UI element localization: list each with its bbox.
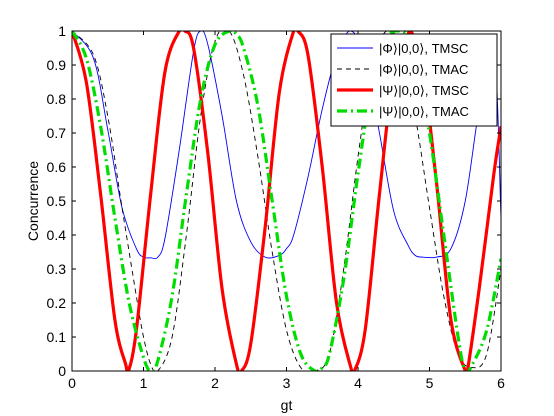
x-tick-label: 2 bbox=[211, 375, 219, 391]
series-line-4 bbox=[72, 31, 501, 371]
x-tick-label: 4 bbox=[354, 375, 362, 391]
legend-label-3: |Ψ⟩|0,0⟩, TMSC bbox=[379, 83, 469, 98]
y-tick-label: 0.3 bbox=[47, 261, 67, 277]
series-line-2 bbox=[72, 31, 501, 371]
legend-label-1: |Φ⟩|0,0⟩, TMSC bbox=[379, 41, 468, 56]
x-tick-label: 6 bbox=[497, 375, 505, 391]
legend-label-4: |Ψ⟩|0,0⟩, TMAC bbox=[379, 104, 469, 119]
y-tick-label: 0.1 bbox=[47, 329, 67, 345]
x-axis-title: gt bbox=[281, 397, 293, 413]
series-line-1 bbox=[72, 31, 501, 260]
x-tick-label: 0 bbox=[68, 375, 76, 391]
y-tick-label: 0.2 bbox=[47, 295, 67, 311]
y-tick-label: 0.5 bbox=[47, 193, 67, 209]
legend-label-2: |Φ⟩|0,0⟩, TMAC bbox=[379, 62, 468, 77]
y-tick-label: 0.8 bbox=[47, 91, 67, 107]
y-tick-label: 0 bbox=[58, 363, 66, 379]
legend: |Φ⟩|0,0⟩, TMSC |Φ⟩|0,0⟩, TMAC |Ψ⟩|0,0⟩, TM… bbox=[330, 33, 498, 127]
x-tick-label: 1 bbox=[140, 375, 148, 391]
x-tick-label: 3 bbox=[283, 375, 291, 391]
y-tick-label: 0.7 bbox=[47, 125, 67, 141]
y-tick-label: 0.6 bbox=[47, 159, 67, 175]
y-tick-label: 0.4 bbox=[47, 227, 67, 243]
y-axis-title: Concurrence bbox=[25, 161, 41, 241]
y-tick-label: 0.9 bbox=[47, 57, 67, 73]
ticks-layer: 0 1 2 3 4 5 6 0 0.1 0.2 0.3 0.4 0.5 0.6 0.7 0.8 0.9 1 bbox=[47, 23, 506, 391]
x-tick-label: 5 bbox=[426, 375, 434, 391]
y-tick-label: 1 bbox=[58, 23, 66, 39]
